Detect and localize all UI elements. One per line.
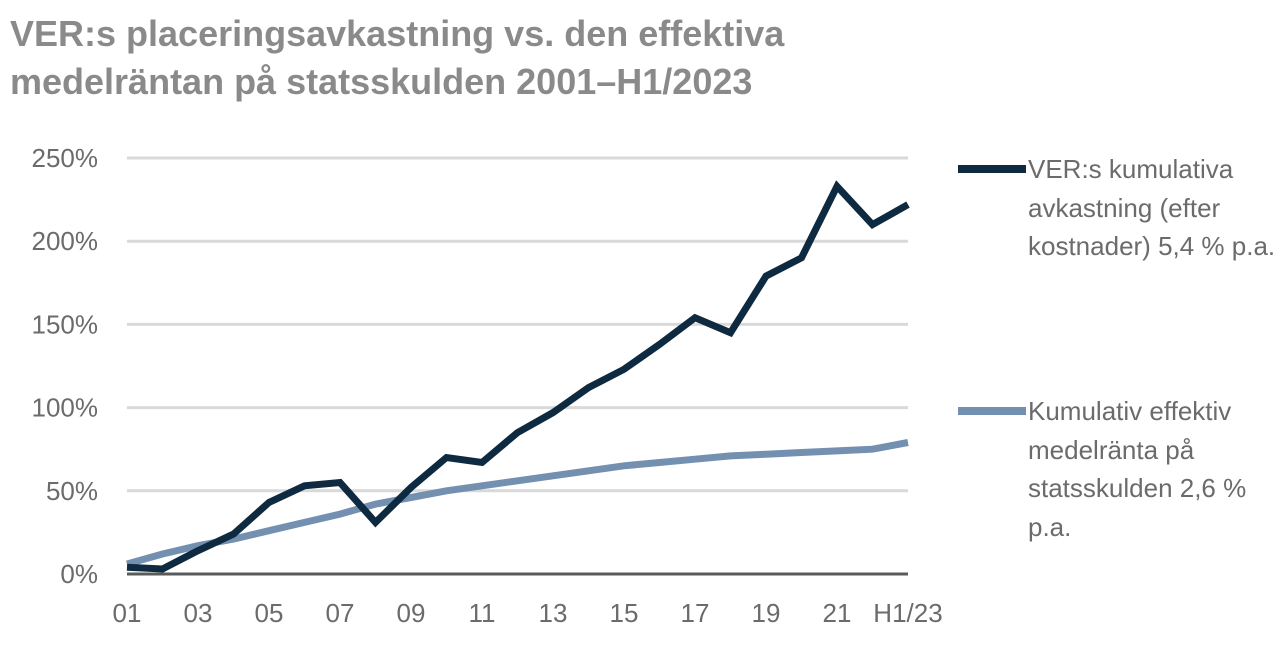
series-line-ver-return [126,180,910,573]
x-tick-label: 15 [610,598,639,628]
legend-swatch-ver [958,165,1026,173]
y-tick-label: 150% [32,309,99,339]
series-line-interest-rate [126,439,909,568]
x-tick-label: 03 [184,598,213,628]
x-axis-labels: 01 03 05 07 09 11 13 15 17 19 21 H1/23 [113,598,943,628]
y-tick-label: 50% [46,476,98,506]
legend-label-ver: VER:s kumulativa avkastning (efter kostn… [1028,154,1276,261]
x-tick-label: 21 [823,598,852,628]
x-tick-label: 07 [326,598,355,628]
chart-title-line-2: medelräntan på statsskulden 2001–H1/2023 [10,61,753,102]
chart-title-line-1: VER:s placeringsavkastning vs. den effek… [10,13,785,54]
chart-title: VER:s placeringsavkastning vs. den effek… [10,10,784,106]
x-tick-label: H1/23 [873,598,942,628]
y-tick-label: 100% [32,393,99,423]
y-axis-labels: 0% 50% 100% 150% 200% 250% [32,143,99,589]
x-tick-label: 01 [113,598,142,628]
x-tick-label: 05 [255,598,284,628]
x-tick-label: 17 [681,598,710,628]
series-lines [126,180,910,573]
x-tick-label: 11 [469,598,496,628]
y-tick-label: 0% [60,559,98,589]
x-tick-label: 19 [752,598,781,628]
legend-label-rate: Kumulativ effektiv medelränta på statssk… [1028,396,1247,542]
x-tick-label: 13 [539,598,568,628]
y-tick-label: 200% [32,226,99,256]
grid-lines [127,156,908,493]
y-tick-label: 250% [32,143,99,173]
legend-swatch-rate [958,407,1026,415]
x-tick-label: 09 [397,598,426,628]
